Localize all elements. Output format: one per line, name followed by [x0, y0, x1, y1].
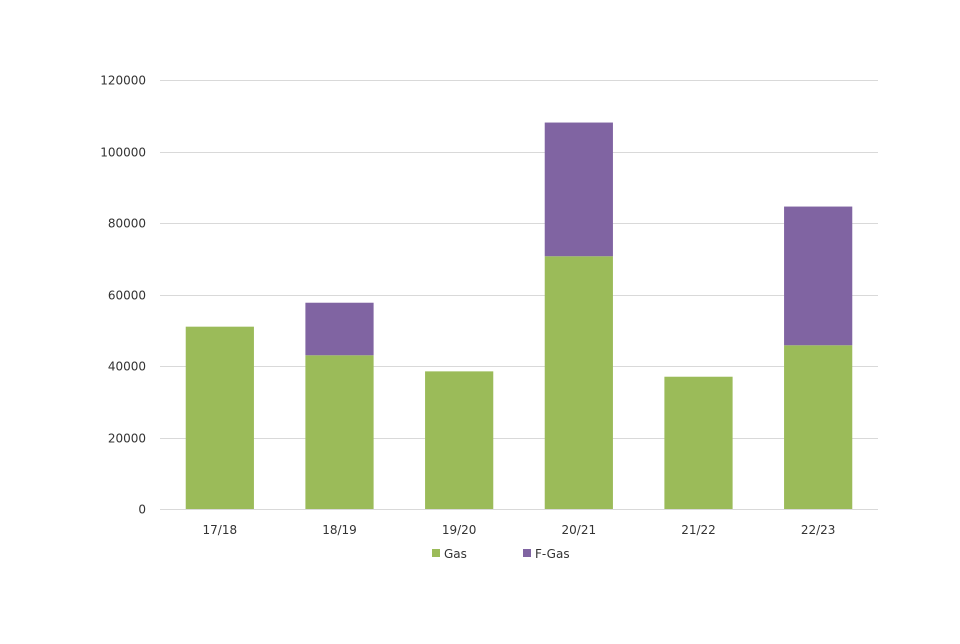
x-tick-label: 22/23	[801, 523, 836, 537]
legend-label: Gas	[444, 547, 467, 561]
y-tick-label: 120000	[100, 74, 146, 88]
y-axis: 0 20000 40000 60000 80000 100000 120000	[100, 74, 146, 517]
x-tick-label: 20/21	[562, 523, 597, 537]
legend-swatch-f-gas	[523, 549, 531, 557]
gridlines	[160, 80, 878, 439]
y-tick-label: 0	[138, 503, 146, 517]
legend-swatch-gas	[432, 549, 440, 557]
bar-f-gas-22-23	[784, 206, 853, 346]
x-tick-label: 18/19	[322, 523, 357, 537]
y-tick-label: 20000	[108, 432, 146, 446]
bar-gas-19-20	[425, 371, 494, 509]
bar-gas-17-18	[185, 326, 254, 509]
x-tick-label: 21/22	[681, 523, 716, 537]
y-tick-label: 40000	[108, 360, 146, 374]
y-tick-label: 100000	[100, 146, 146, 160]
y-tick-label: 80000	[108, 217, 146, 231]
bar-gas-20-21	[544, 256, 613, 509]
bar-gas-18-19	[305, 355, 374, 509]
x-tick-label: 19/20	[442, 523, 477, 537]
bar-gas-21-22	[664, 376, 733, 509]
legend: Gas F-Gas	[432, 547, 570, 561]
bars	[185, 122, 853, 509]
bar-f-gas-20-21	[544, 122, 613, 257]
x-tick-label: 17/18	[203, 523, 238, 537]
y-tick-label: 60000	[108, 289, 146, 303]
legend-label: F-Gas	[535, 547, 570, 561]
bar-gas-22-23	[784, 345, 853, 509]
x-axis: 17/18 18/19 19/20 20/21 21/22 22/23	[160, 509, 878, 537]
bar-f-gas-18-19	[305, 302, 374, 356]
